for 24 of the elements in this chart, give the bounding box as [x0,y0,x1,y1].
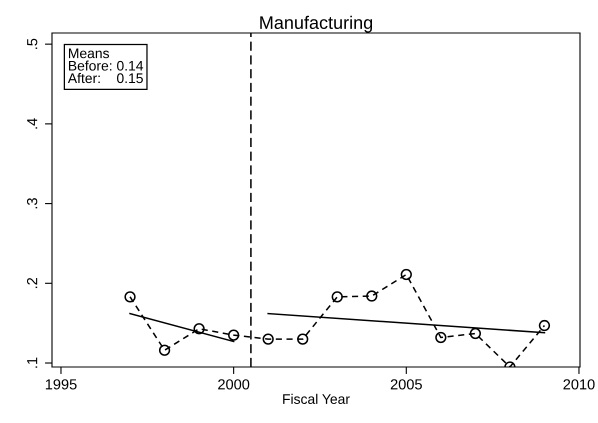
point [435,332,446,344]
point [332,291,343,302]
y-tick-label: .2 [26,278,38,288]
point [470,328,481,340]
point [193,323,205,334]
x-axis-title: Fiscal Year [283,394,350,404]
x-tick-label: 2005 [390,379,422,390]
y-tick-label: .1 [27,358,38,368]
x-tick-label: 2010 [563,379,595,390]
point [228,329,240,341]
y-tick-label: .5 [27,38,38,49]
x-tick-label: 1995 [46,379,77,390]
point [262,333,274,345]
point [366,290,378,302]
point [400,268,412,280]
point [124,291,136,302]
point [297,333,308,345]
y-tick-label: .4 [27,118,38,129]
chart-title: Manufacturing [260,16,372,33]
x-tick-label: 2000 [218,379,250,390]
y-tick-label: .3 [26,198,38,208]
point [158,344,170,356]
point [538,320,550,332]
annotation: Means Before: 0.14 After: 0.15 [68,48,144,84]
